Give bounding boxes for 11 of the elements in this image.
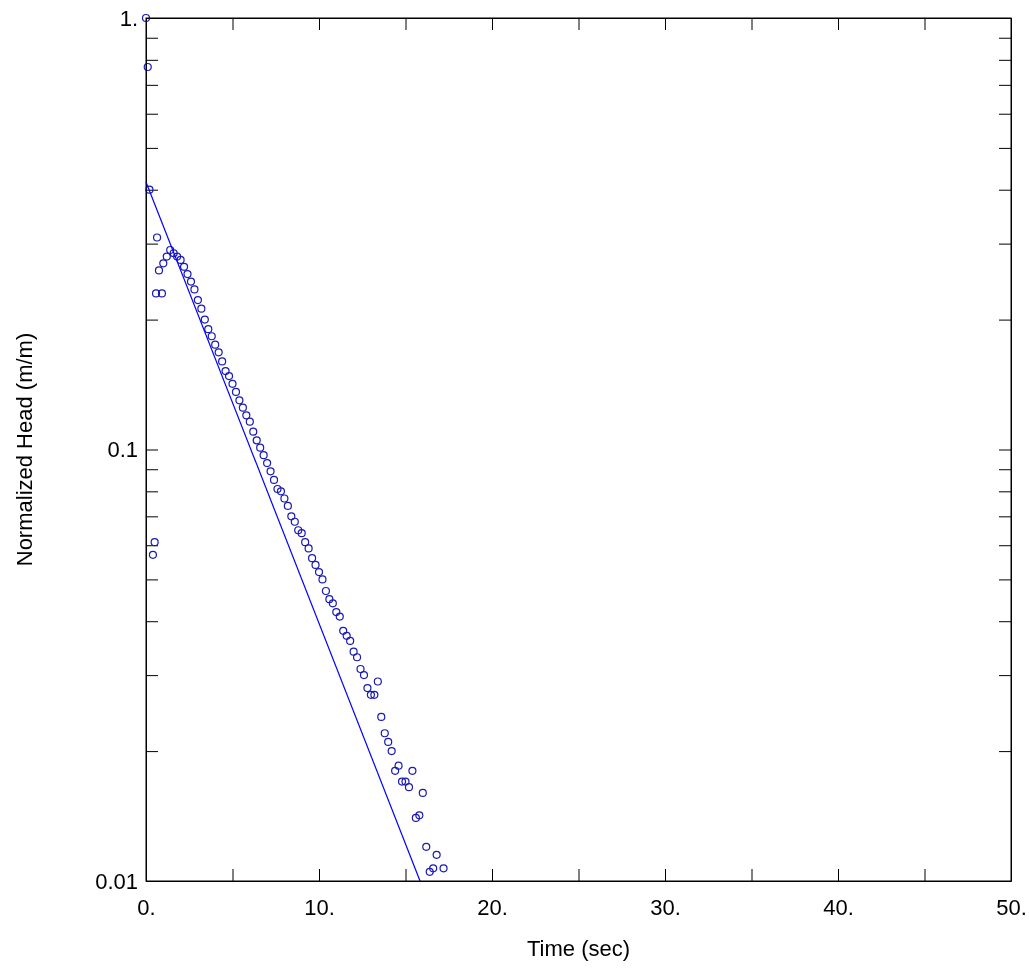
y-tick-label: 1. (119, 5, 138, 31)
y-tick-label: 0.01 (95, 868, 138, 894)
x-tick-label: 50. (996, 895, 1027, 920)
x-tick-label: 0. (137, 895, 156, 920)
x-tick-label: 10. (304, 895, 335, 920)
y-tick-label: 0.1 (107, 437, 138, 463)
x-tick-label: 20. (477, 895, 508, 920)
x-tick-label: 30. (650, 895, 681, 920)
x-tick-label: 40. (823, 895, 854, 920)
x-axis-title: Time (sec) (526, 936, 631, 961)
y-axis-title: Normalized Head (m/m) (12, 332, 37, 567)
